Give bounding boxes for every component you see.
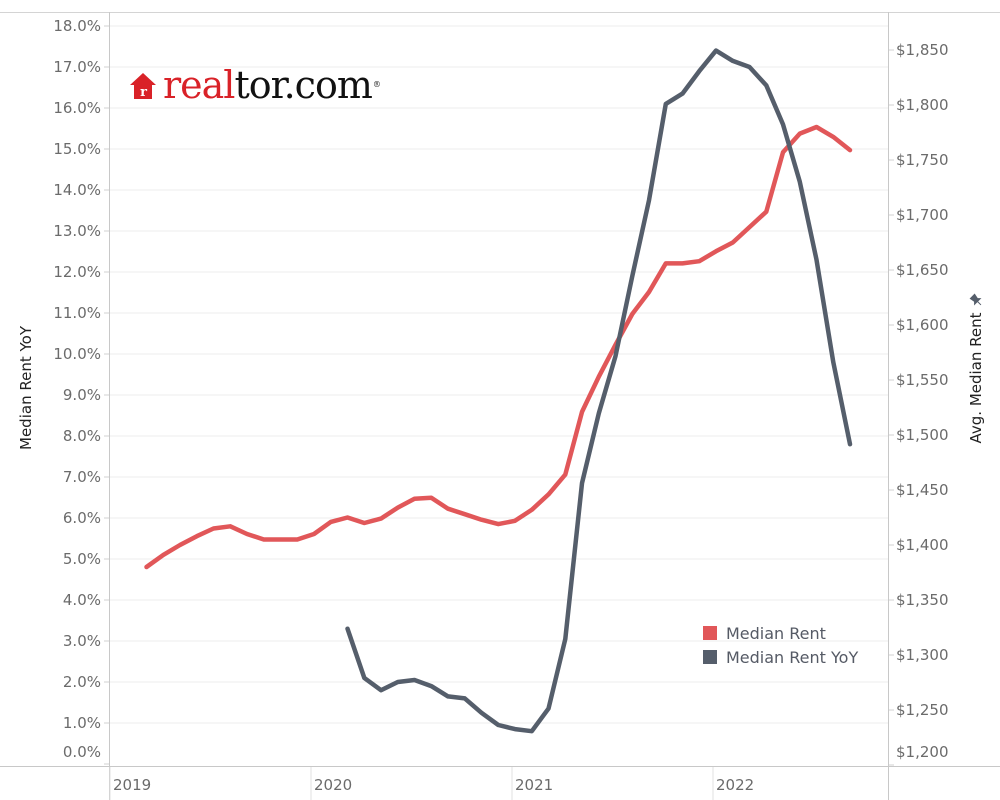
right-tick-label: $1,400 (896, 536, 949, 554)
logo-text-red: real (163, 63, 235, 107)
legend: Median Rent Median Rent YoY (703, 621, 858, 669)
left-tick-label: 18.0% (53, 17, 101, 35)
left-tick-label: 1.0% (63, 714, 101, 732)
left-tick-label: 6.0% (63, 509, 101, 527)
left-tick-label: 15.0% (53, 140, 101, 158)
right-tick-label: $1,500 (896, 426, 949, 444)
right-tick-label: $1,750 (896, 151, 949, 169)
gridlines (110, 25, 888, 724)
right-tick-label: $1,200 (896, 743, 949, 761)
x-tick-label: 2019 (113, 776, 151, 794)
legend-swatch-median-rent-yoy (703, 650, 717, 664)
series-median-rent-yoy-line[interactable] (345, 48, 853, 734)
right-axis-title-group[interactable]: Avg. Median Rent (967, 293, 985, 444)
legend-item-median-rent[interactable]: Median Rent (703, 621, 858, 645)
legend-label: Median Rent (726, 623, 826, 643)
left-tick-label: 0.0% (63, 743, 101, 761)
right-tick-label: $1,250 (896, 701, 949, 719)
left-tick-label: 14.0% (53, 181, 101, 199)
left-tick-label: 8.0% (63, 427, 101, 445)
left-tick-label: 13.0% (53, 222, 101, 240)
x-tick-label: 2021 (515, 776, 553, 794)
left-tick-label: 11.0% (53, 304, 101, 322)
right-tick-label: $1,850 (896, 41, 949, 59)
right-tick-label: $1,700 (896, 206, 949, 224)
left-tick-label: 3.0% (63, 632, 101, 650)
registered-mark: ® (372, 80, 381, 89)
right-tick-label: $1,300 (896, 646, 949, 664)
left-tick-label: 12.0% (53, 263, 101, 281)
x-tick-label: 2022 (716, 776, 754, 794)
right-tick-label: $1,350 (896, 591, 949, 609)
right-axis-title: Avg. Median Rent (967, 312, 985, 443)
left-tick-label: 17.0% (53, 58, 101, 76)
left-tick-label: 4.0% (63, 591, 101, 609)
legend-swatch-median-rent (703, 626, 717, 640)
logo-text-black: tor.com (234, 63, 372, 107)
right-axis-ticks: $1,850 $1,800 $1,750 $1,700 $1,650 $1,600 $1,5… (889, 41, 949, 766)
right-tick-label: $1,450 (896, 481, 949, 499)
left-axis-title: Median Rent YoY (17, 325, 35, 450)
right-tick-label: $1,650 (896, 261, 949, 279)
pin-icon[interactable] (969, 293, 984, 308)
left-tick-label: 16.0% (53, 99, 101, 117)
x-tick-label: 2020 (314, 776, 352, 794)
left-tick-label: 2.0% (63, 673, 101, 691)
left-axis-ticks: 18.0% 17.0% 16.0% 15.0% 14.0% 13.0% 12.0% 11.0%… (53, 17, 109, 765)
right-tick-label: $1,600 (896, 316, 949, 334)
left-tick-label: 9.0% (63, 386, 101, 404)
left-tick-label: 10.0% (53, 345, 101, 363)
legend-item-median-rent-yoy[interactable]: Median Rent YoY (703, 645, 858, 669)
realtor-logo: r real tor.com ® (129, 58, 381, 107)
legend-label: Median Rent YoY (726, 647, 859, 667)
x-axis-ticks: 2019 2020 2021 2022 (109, 767, 754, 800)
svg-text:r: r (140, 85, 147, 100)
series-median-rent-line[interactable] (144, 124, 853, 570)
right-tick-label: $1,800 (896, 96, 949, 114)
left-tick-label: 7.0% (63, 468, 101, 486)
house-r-icon: r (130, 73, 156, 100)
left-tick-label: 5.0% (63, 550, 101, 568)
right-tick-label: $1,550 (896, 371, 949, 389)
